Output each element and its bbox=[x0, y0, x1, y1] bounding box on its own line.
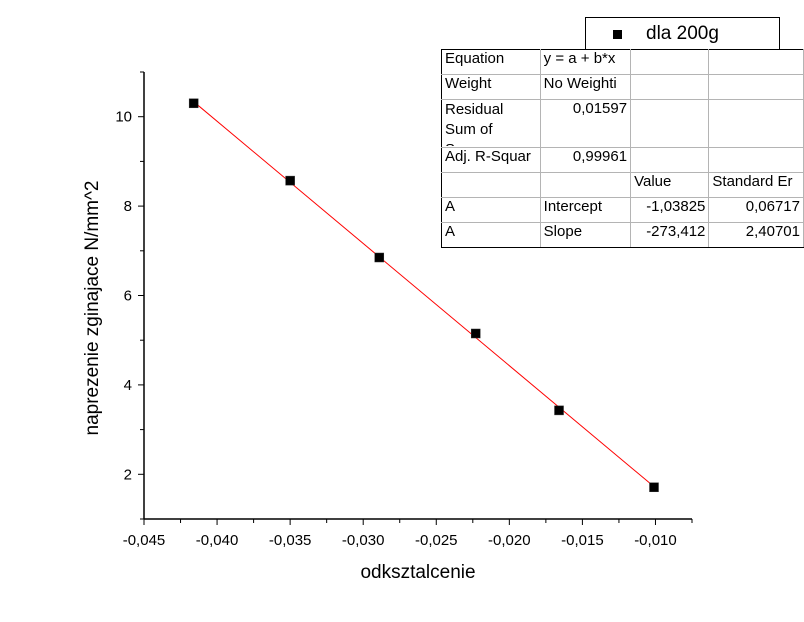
intercept-value: -1,03825 bbox=[630, 197, 710, 223]
empty-cell bbox=[630, 147, 710, 173]
intercept-stderr: 0,06717 bbox=[708, 197, 804, 223]
y-tick-label: 4 bbox=[124, 377, 132, 394]
intercept-label: Intercept bbox=[539, 197, 632, 223]
fit-results-table: Equation y = a + b*x Weight No Weighti R… bbox=[441, 49, 804, 248]
x-tick-label: -0,025 bbox=[415, 532, 458, 549]
equation-label: Equation bbox=[441, 49, 541, 75]
equation-value: y = a + b*x bbox=[539, 49, 632, 75]
data-point bbox=[188, 98, 199, 109]
fit-line bbox=[193, 101, 655, 488]
rss-value: 0,01597 bbox=[539, 99, 632, 148]
adj-r-square-label: Adj. R-Squar bbox=[441, 147, 541, 173]
legend-marker bbox=[613, 30, 622, 39]
data-points bbox=[188, 98, 659, 493]
empty-cell bbox=[630, 99, 710, 148]
y-tick-label: 2 bbox=[124, 466, 132, 483]
empty-cell bbox=[708, 74, 804, 100]
legend-label: dla 200g bbox=[646, 23, 719, 44]
x-tick-label: -0,040 bbox=[196, 532, 239, 549]
x-axis-title: odksztalcenie bbox=[360, 562, 475, 583]
weight-value: No Weighti bbox=[539, 74, 632, 100]
x-tick-label: -0,035 bbox=[269, 532, 312, 549]
adj-r-square-value: 0,99961 bbox=[539, 147, 632, 173]
y-tick-label: 10 bbox=[115, 109, 132, 126]
x-tick-label: -0,045 bbox=[123, 532, 166, 549]
data-point bbox=[649, 482, 659, 493]
rss-label: Residual Sum of Squares bbox=[441, 99, 541, 148]
empty-cell bbox=[708, 147, 804, 173]
empty-cell bbox=[630, 49, 710, 75]
slope-stderr: 2,40701 bbox=[708, 222, 804, 248]
column-header-stderr: Standard Er bbox=[708, 172, 804, 198]
row-a-label: A bbox=[441, 197, 541, 223]
empty-cell bbox=[630, 74, 710, 100]
slope-value: -273,412 bbox=[630, 222, 710, 248]
column-header-value: Value bbox=[630, 172, 710, 198]
y-axis-title: naprezenie zginajace N/mm^2 bbox=[82, 181, 103, 436]
weight-label: Weight bbox=[441, 74, 541, 100]
x-tick-label: -0,010 bbox=[634, 532, 677, 549]
data-point bbox=[374, 252, 385, 263]
data-point bbox=[554, 405, 564, 416]
y-tick-label: 8 bbox=[124, 198, 132, 215]
empty-cell bbox=[708, 99, 804, 148]
x-tick-label: -0,020 bbox=[488, 532, 531, 549]
y-tick-label: 6 bbox=[124, 288, 132, 305]
axes: -0,045 -0,040 -0,035 -0,030 -0,025 -0,020 -0,0… bbox=[115, 71, 693, 549]
empty-cell bbox=[539, 172, 632, 198]
slope-label: Slope bbox=[539, 222, 632, 248]
legend: dla 200g bbox=[585, 17, 780, 50]
data-point bbox=[470, 328, 481, 339]
x-tick-label: -0,030 bbox=[342, 532, 385, 549]
row-a-label: A bbox=[441, 222, 541, 248]
empty-cell bbox=[708, 49, 804, 75]
x-tick-label: -0,015 bbox=[561, 532, 604, 549]
data-point bbox=[285, 175, 295, 186]
fit-line-group bbox=[193, 101, 655, 488]
empty-cell bbox=[441, 172, 541, 198]
